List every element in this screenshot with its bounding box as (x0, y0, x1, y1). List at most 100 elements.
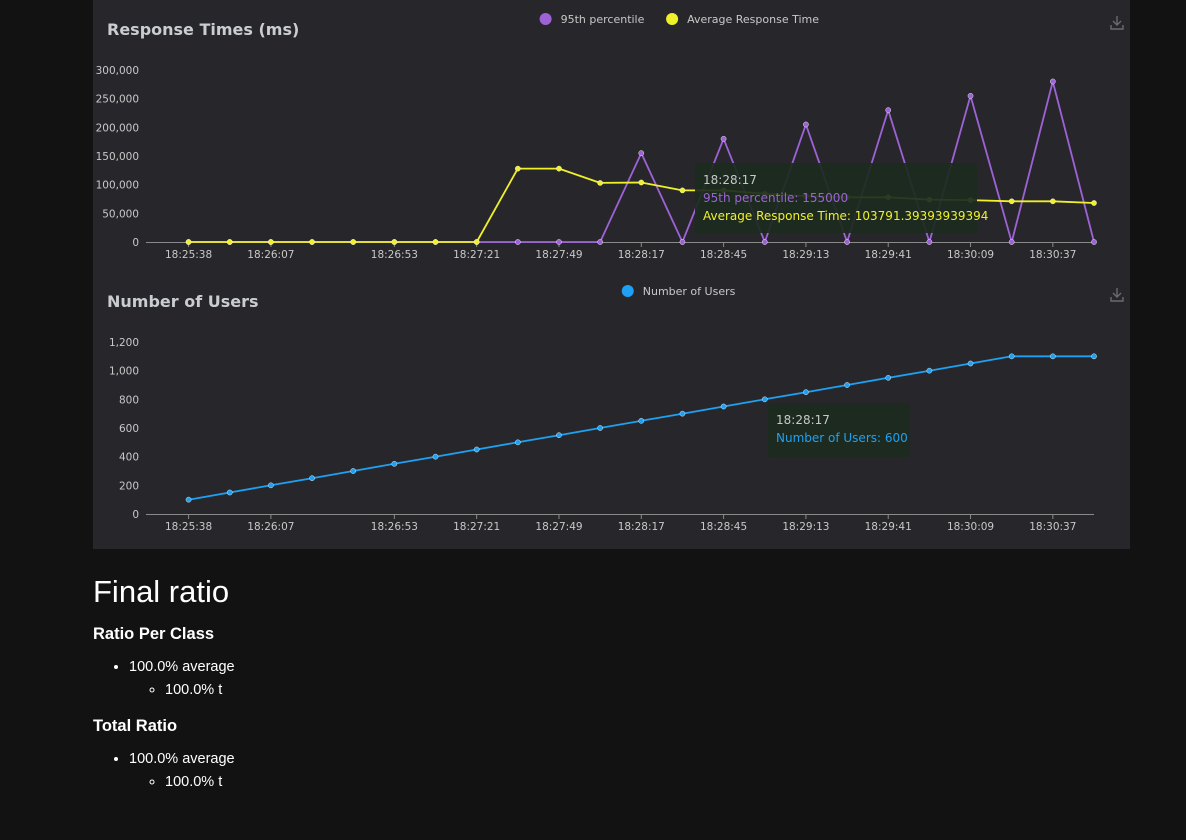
y-tick-label: 600 (119, 423, 139, 435)
data-point (1008, 198, 1015, 205)
tooltip-title: 18:28:17 (703, 173, 757, 187)
ratio-per-class-section: Ratio Per Class 100.0% average 100.0% t (93, 625, 993, 701)
data-point (556, 165, 562, 172)
legend-label: Average Response Time (687, 13, 819, 26)
legend-label: 95th percentile (561, 13, 645, 26)
ratio-per-class-list: 100.0% average 100.0% t (93, 657, 993, 701)
data-point (597, 239, 603, 245)
y-tick-label: 200 (119, 480, 139, 492)
data-point (885, 375, 892, 381)
ratio-per-class-title: Ratio Per Class (93, 625, 215, 644)
data-point (720, 403, 727, 410)
x-tick-label: 18:28:17 (618, 521, 665, 533)
data-point (268, 482, 274, 489)
x-tick-label: 18:28:45 (700, 521, 747, 533)
data-point (761, 239, 768, 245)
x-tick-label: 18:28:45 (700, 249, 747, 261)
data-point (679, 410, 686, 417)
response-times-chart: Response Times (ms) 95th percentile Averag… (96, 13, 1124, 261)
data-point (926, 239, 933, 245)
data-point (515, 165, 521, 172)
data-point (515, 239, 521, 245)
download-icon-glyph (1110, 288, 1124, 302)
data-point (844, 382, 850, 388)
number-of-users-chart: Number of Users Number of Users 0 200 400 600… (107, 285, 1124, 533)
x-tick-label: 18:26:07 (247, 249, 294, 261)
data-point (967, 360, 974, 367)
data-point (1050, 78, 1056, 85)
download-icon[interactable] (1110, 288, 1124, 302)
data-point (391, 239, 398, 245)
data-point (185, 496, 192, 503)
data-point (803, 121, 809, 128)
y-tick-label: 150,000 (96, 151, 139, 163)
x-tick-label: 18:30:09 (947, 521, 994, 533)
chart-title: Response Times (ms) (107, 20, 299, 39)
download-icon[interactable] (1110, 16, 1124, 30)
data-point (638, 418, 645, 424)
x-tick-label: 18:30:37 (1029, 249, 1076, 261)
x-tick-label: 18:27:49 (535, 249, 582, 261)
x-tick-label: 18:25:38 (165, 521, 212, 533)
data-point (309, 475, 315, 481)
x-tick-label: 18:26:07 (247, 521, 294, 533)
x-tick-label: 18:30:37 (1029, 521, 1076, 533)
data-point (1008, 239, 1015, 245)
data-point (1050, 353, 1056, 360)
data-point (638, 179, 645, 186)
list-item: 100.0% average 100.0% t (129, 749, 993, 793)
data-point (885, 107, 892, 113)
data-point (720, 135, 727, 142)
data-point (597, 180, 603, 186)
data-point (1091, 239, 1097, 245)
y-tick-label: 1,000 (109, 366, 139, 378)
tooltip-background (768, 403, 910, 457)
total-ratio-title: Total Ratio (93, 716, 178, 735)
data-point (515, 439, 521, 446)
data-point (185, 239, 192, 245)
y-tick-label: 0 (132, 237, 139, 249)
tooltip-line: Number of Users: 600 (776, 431, 908, 445)
list-item: 100.0% t (165, 772, 993, 793)
total-ratio-list: 100.0% average 100.0% t (93, 749, 993, 793)
chart-tooltip: 18:28:17 95th percentile: 155000 Average R… (695, 163, 988, 233)
data-point (1091, 353, 1097, 360)
data-point (967, 93, 974, 99)
final-ratio-heading: Final ratio (93, 574, 230, 609)
x-tick-label: 18:27:21 (453, 521, 500, 533)
data-point (1091, 200, 1097, 206)
y-tick-label: 1,200 (109, 337, 139, 349)
x-tick-label: 18:27:49 (535, 521, 582, 533)
data-point (597, 425, 603, 431)
x-tick-label: 18:26:53 (371, 249, 418, 261)
data-point (473, 446, 480, 453)
legend-marker (539, 13, 552, 25)
x-tick-label: 18:27:21 (453, 249, 500, 261)
x-tick-label: 18:26:53 (371, 521, 418, 533)
x-tick-label: 18:25:38 (165, 249, 212, 261)
y-tick-label: 50,000 (102, 208, 139, 220)
data-point (1008, 353, 1015, 360)
data-point (226, 239, 233, 245)
y-tick-label: 200,000 (96, 122, 139, 134)
legend-marker (666, 13, 679, 25)
series-line (188, 355, 1094, 501)
y-tick-label: 100,000 (96, 180, 139, 192)
data-point (844, 239, 850, 245)
data-point (556, 239, 562, 245)
tooltip-background (695, 163, 977, 233)
data-point (432, 239, 439, 245)
x-tick-label: 18:28:17 (618, 249, 665, 261)
x-tick-label: 18:30:09 (947, 249, 994, 261)
x-tick-label: 18:29:41 (865, 521, 912, 533)
final-ratio-report: Final ratio Ratio Per Class 100.0% avera… (93, 574, 993, 809)
y-tick-label: 250,000 (96, 94, 139, 106)
data-point (309, 239, 315, 245)
sub-list: 100.0% t (129, 772, 993, 793)
legend-marker (621, 285, 634, 297)
tooltip-line: Average Response Time: 103791.3939393939… (703, 209, 988, 223)
data-point (803, 389, 809, 395)
tooltip-line: 95th percentile: 155000 (703, 191, 848, 205)
data-point (638, 150, 645, 156)
sub-list: 100.0% t (129, 680, 993, 701)
